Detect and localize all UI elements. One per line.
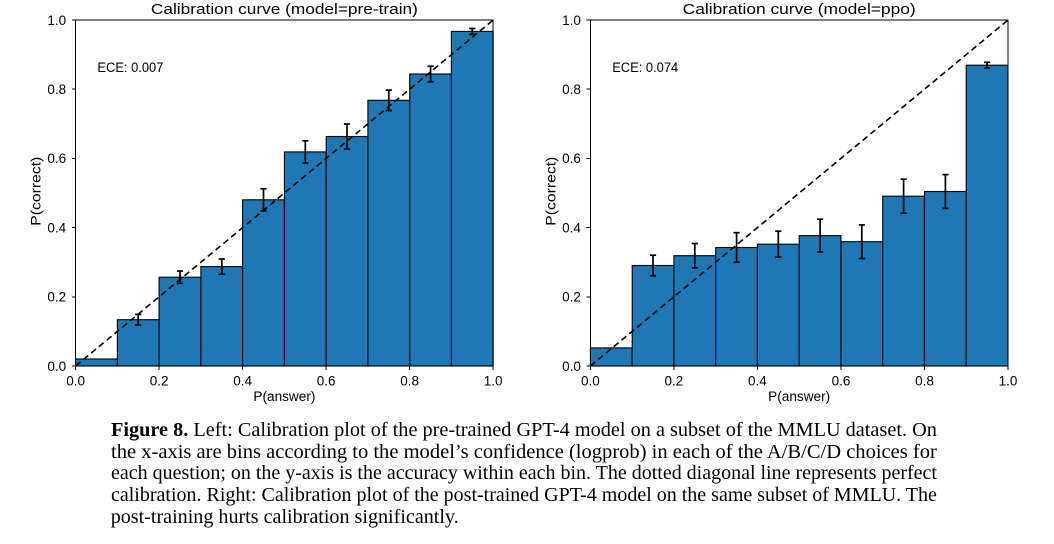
svg-text:ECE: 0.074: ECE: 0.074 [612, 60, 678, 75]
svg-text:0.4: 0.4 [47, 220, 66, 235]
svg-text:ECE: 0.007: ECE: 0.007 [97, 60, 163, 75]
svg-text:0.6: 0.6 [832, 373, 851, 388]
svg-text:P(correct): P(correct) [29, 157, 44, 226]
svg-text:P(answer): P(answer) [253, 389, 315, 404]
svg-text:0.4: 0.4 [562, 220, 581, 235]
svg-text:0.2: 0.2 [150, 373, 169, 388]
svg-text:0.6: 0.6 [47, 151, 66, 166]
svg-text:1.0: 1.0 [999, 373, 1018, 388]
svg-text:0.8: 0.8 [915, 373, 934, 388]
svg-text:0.8: 0.8 [400, 373, 419, 388]
svg-text:P(correct): P(correct) [543, 157, 558, 226]
svg-text:0.0: 0.0 [66, 373, 85, 388]
svg-text:0.0: 0.0 [47, 359, 66, 374]
svg-text:0.2: 0.2 [665, 373, 684, 388]
svg-text:1.0: 1.0 [484, 373, 503, 388]
svg-text:0.8: 0.8 [47, 82, 66, 97]
svg-text:0.6: 0.6 [562, 151, 581, 166]
svg-text:Calibration curve (model=ppo): Calibration curve (model=ppo) [683, 1, 916, 18]
svg-text:0.6: 0.6 [317, 373, 336, 388]
svg-text:P(answer): P(answer) [768, 389, 830, 404]
svg-text:0.4: 0.4 [748, 373, 767, 388]
svg-text:0.2: 0.2 [47, 290, 66, 305]
svg-text:0.8: 0.8 [562, 82, 581, 97]
svg-text:0.4: 0.4 [233, 373, 252, 388]
svg-text:1.0: 1.0 [562, 13, 581, 28]
svg-text:0.0: 0.0 [581, 373, 600, 388]
svg-text:1.0: 1.0 [47, 13, 66, 28]
svg-text:0.2: 0.2 [562, 290, 581, 305]
svg-text:0.0: 0.0 [562, 359, 581, 374]
svg-text:Calibration curve (model=pre-t: Calibration curve (model=pre-train) [151, 1, 418, 18]
